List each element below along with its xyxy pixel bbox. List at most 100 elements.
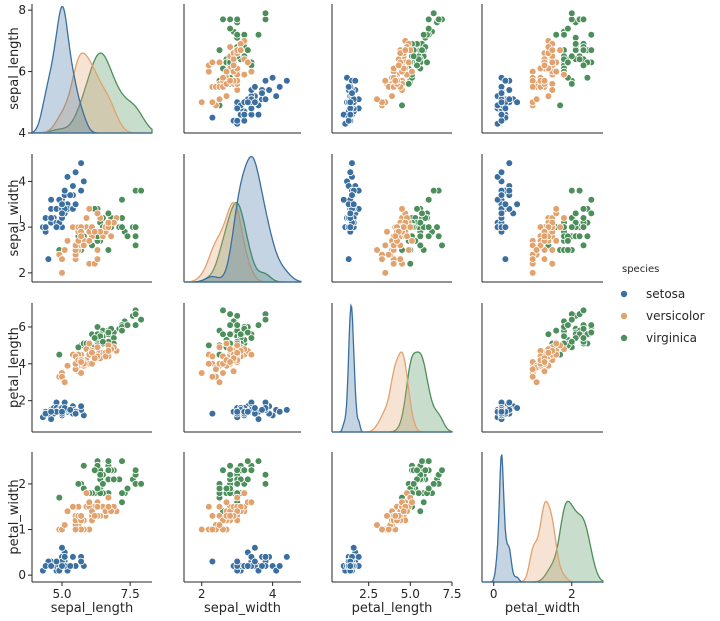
point-versicolor: [58, 269, 66, 277]
point-virginica: [434, 232, 443, 241]
point-virginica: [261, 9, 270, 17]
point-virginica: [418, 209, 426, 218]
point-versicolor: [222, 339, 231, 348]
point-virginica: [571, 209, 580, 218]
point-virginica: [423, 58, 431, 67]
point-virginica: [564, 237, 572, 245]
point-setosa: [251, 557, 259, 566]
point-setosa: [77, 186, 85, 195]
x-tick-label: 5.0: [52, 587, 71, 601]
point-setosa: [346, 168, 355, 177]
point-setosa: [71, 409, 80, 418]
point-virginica: [421, 466, 430, 475]
point-virginica: [137, 315, 145, 324]
x-tick-label: 2.5: [359, 587, 378, 601]
x-tick-label: 4: [269, 587, 277, 601]
point-virginica: [579, 15, 588, 24]
point-setosa: [58, 209, 66, 218]
point-virginica: [137, 186, 145, 195]
point-versicolor: [60, 521, 69, 529]
point-virginica: [233, 312, 242, 320]
point-setosa: [275, 83, 284, 91]
x-tick-label: 7.5: [442, 587, 461, 601]
point-versicolor: [82, 214, 91, 222]
point-versicolor: [93, 502, 102, 511]
point-versicolor: [408, 498, 416, 507]
point-virginica: [579, 306, 588, 315]
point-setosa: [346, 98, 355, 107]
point-setosa: [58, 562, 66, 570]
point-setosa: [233, 116, 242, 125]
point-virginica: [226, 461, 234, 470]
x-tick-label: 5.0: [401, 587, 420, 601]
point-setosa: [501, 255, 510, 263]
point-virginica: [131, 321, 140, 329]
point-versicolor: [528, 365, 537, 374]
point-versicolor: [63, 361, 72, 370]
point-versicolor: [197, 369, 206, 377]
point-setosa: [346, 562, 355, 570]
point-versicolor: [90, 512, 99, 520]
point-versicolor: [93, 246, 102, 254]
point-virginica: [438, 241, 446, 250]
point-versicolor: [378, 525, 386, 534]
point-versicolor: [552, 67, 560, 76]
point-virginica: [93, 323, 102, 331]
point-versicolor: [391, 512, 400, 520]
point-setosa: [44, 255, 53, 263]
point-setosa: [351, 77, 360, 85]
point-virginica: [418, 46, 426, 54]
point-setosa: [497, 209, 506, 218]
point-versicolor: [197, 98, 206, 107]
point-versicolor: [80, 241, 88, 250]
x-tick-label: 2: [198, 587, 206, 601]
point-virginica: [414, 489, 423, 497]
panel-sepal_length-vs-petal_width: [481, 4, 603, 134]
point-virginica: [240, 30, 249, 39]
point-versicolor: [60, 246, 69, 254]
point-virginica: [99, 480, 107, 488]
point-virginica: [104, 328, 113, 337]
point-versicolor: [226, 345, 234, 353]
point-virginica: [226, 470, 234, 479]
point-virginica: [205, 341, 213, 350]
point-virginica: [416, 507, 425, 516]
point-versicolor: [532, 378, 541, 387]
point-versicolor: [215, 58, 224, 67]
point-versicolor: [552, 339, 560, 348]
point-versicolor: [215, 502, 224, 511]
point-versicolor: [226, 43, 234, 51]
point-setosa: [208, 409, 217, 418]
legend: species setosa versicolor virginica: [620, 264, 705, 345]
panel-sepal_length-vs-sepal_width: [183, 4, 301, 134]
point-setosa: [77, 557, 85, 566]
point-virginica: [226, 321, 234, 329]
point-setosa: [497, 407, 506, 416]
point-virginica: [110, 475, 118, 484]
point-virginica: [587, 30, 596, 39]
point-setosa: [497, 89, 506, 97]
point-versicolor: [63, 237, 72, 245]
point-virginica: [567, 52, 576, 60]
point-virginica: [244, 457, 252, 465]
point-versicolor: [226, 512, 234, 520]
legend-marker-versicolor: [620, 311, 629, 320]
point-versicolor: [560, 70, 568, 79]
point-virginica: [398, 101, 406, 110]
point-virginica: [587, 328, 596, 337]
point-virginica: [579, 241, 588, 250]
point-versicolor: [208, 352, 217, 361]
point-versicolor: [244, 58, 252, 67]
panel-petal_length-vs-petal_width: [481, 303, 603, 433]
point-versicolor: [391, 77, 400, 85]
x-axis-label: sepal_width: [204, 601, 281, 616]
point-virginica: [409, 480, 418, 488]
point-setosa: [497, 83, 506, 91]
point-virginica: [433, 223, 441, 231]
point-setosa: [58, 200, 66, 209]
point-setosa: [275, 562, 284, 570]
point-virginica: [93, 484, 102, 493]
point-virginica: [560, 332, 568, 341]
point-virginica: [254, 30, 263, 39]
